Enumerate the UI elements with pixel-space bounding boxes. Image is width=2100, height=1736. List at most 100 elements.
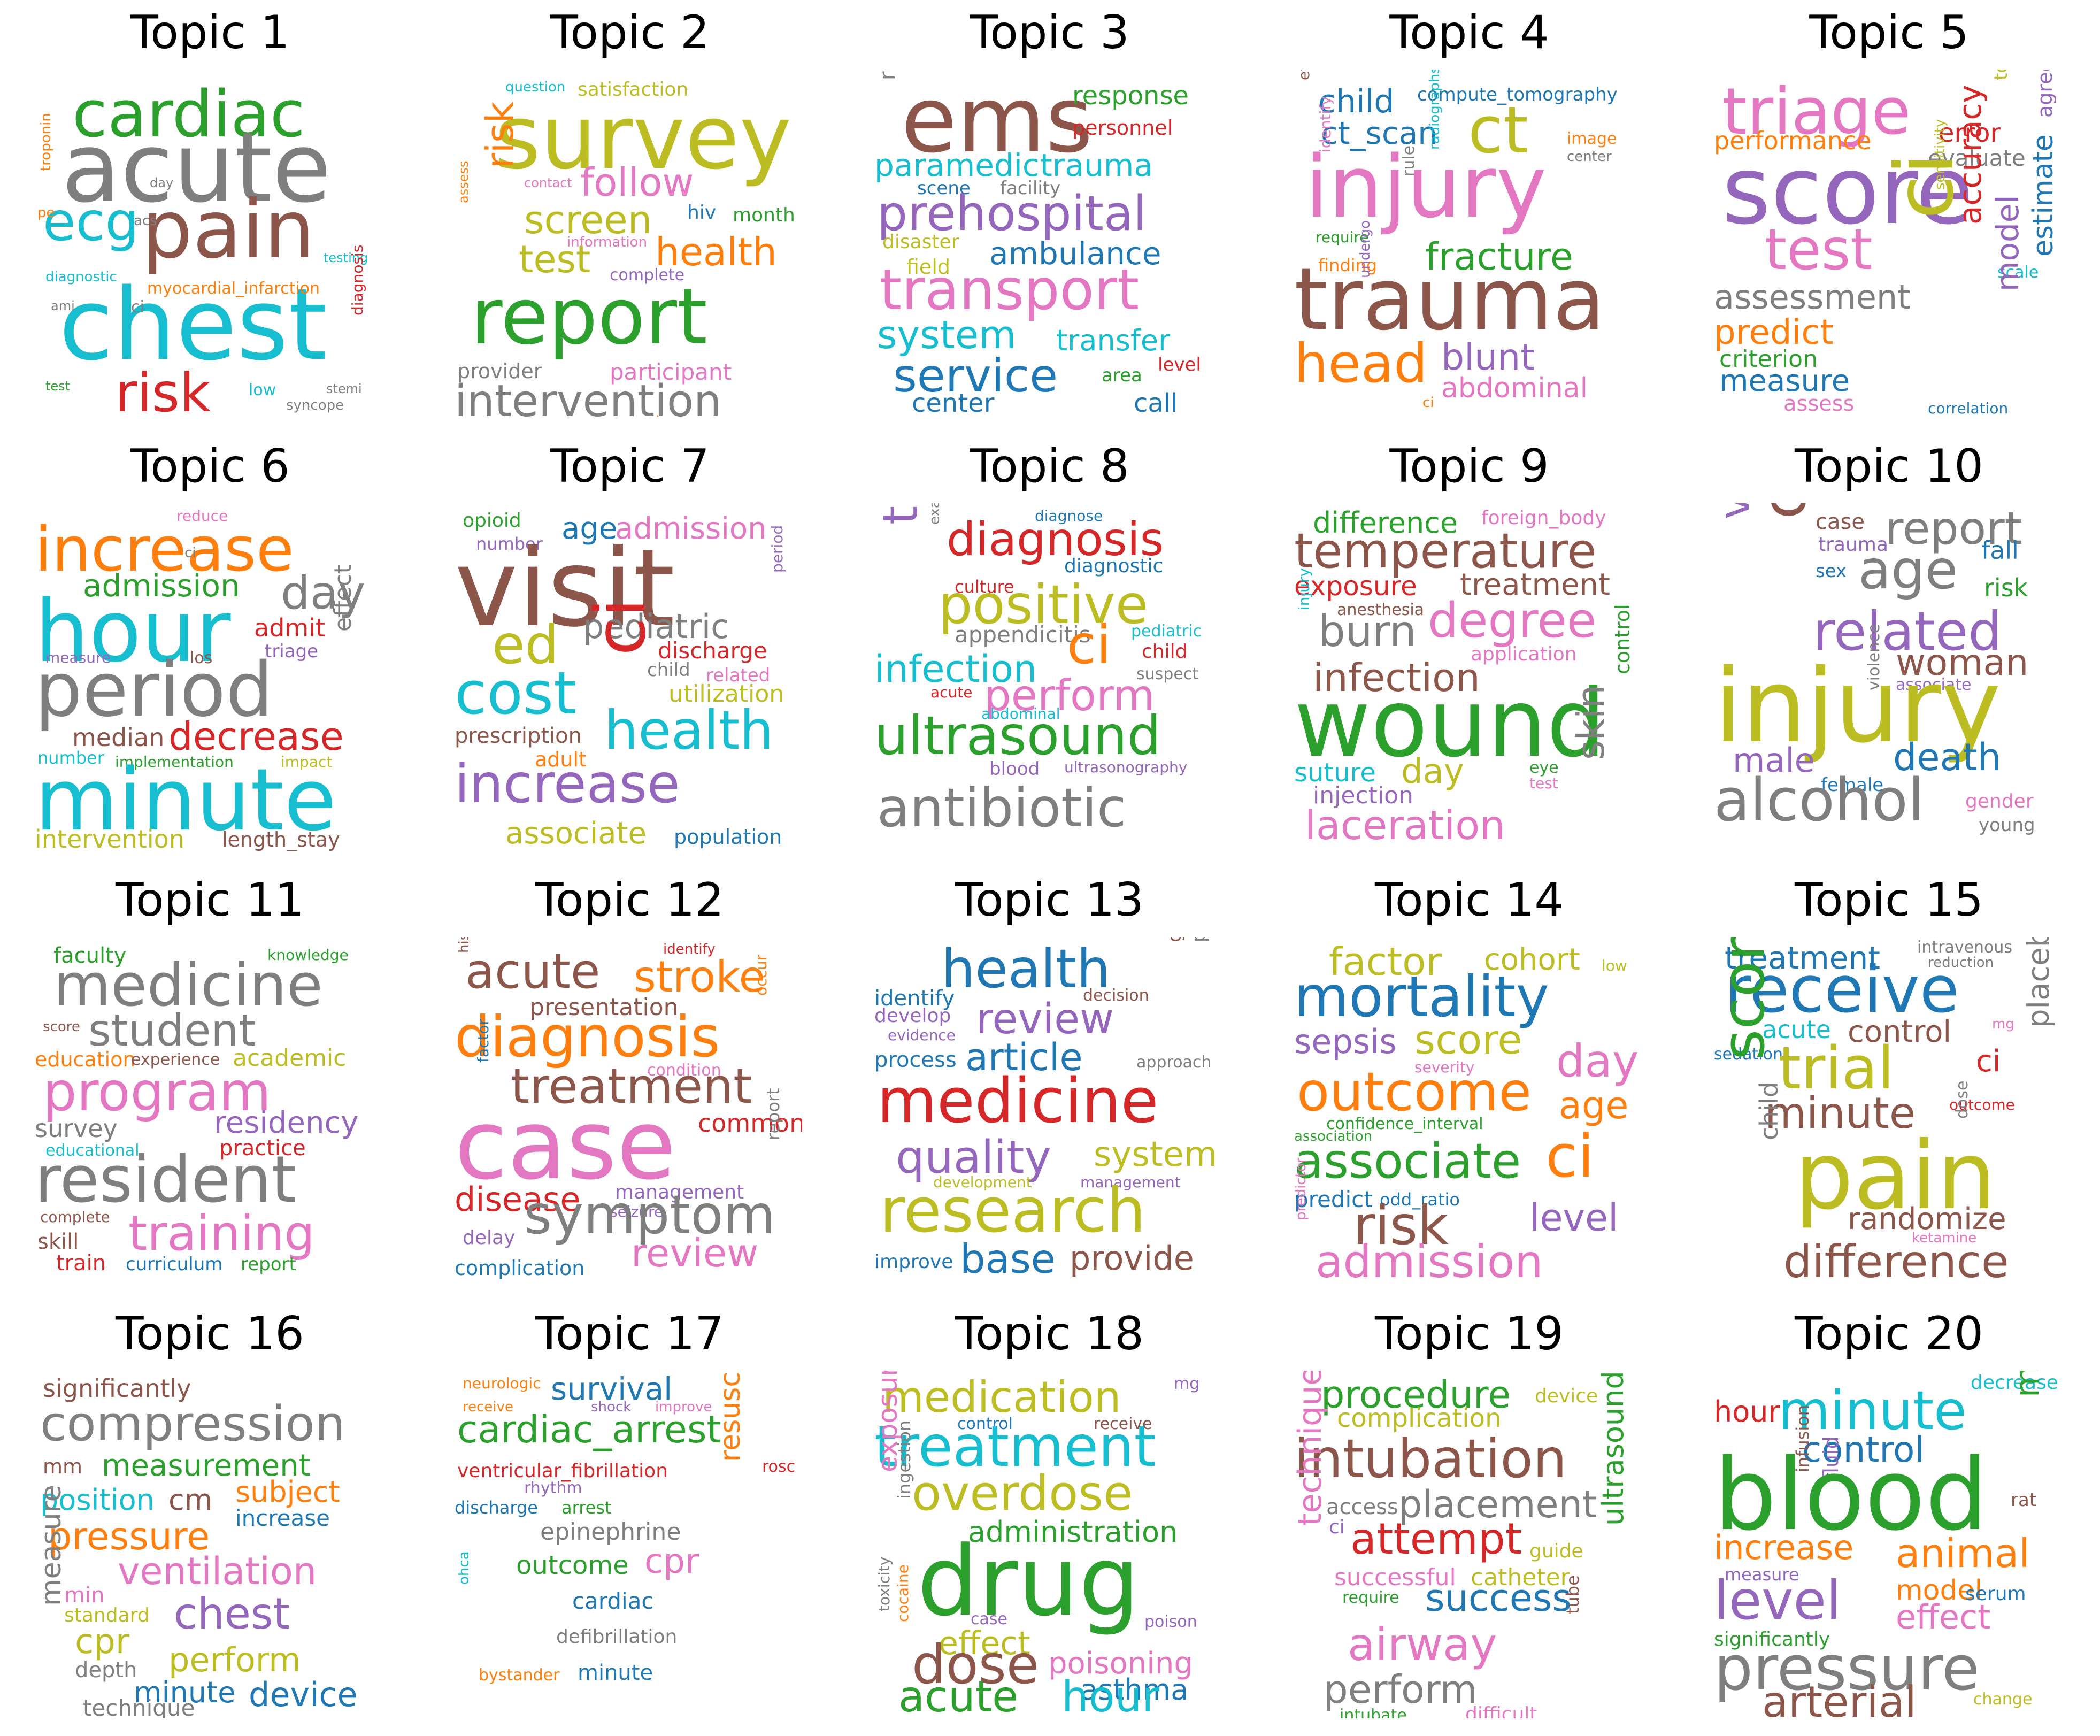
cloud-word: treatment	[1460, 567, 1610, 602]
cloud-word: ami	[51, 298, 75, 313]
topic-title: Topic 15	[1794, 873, 1984, 927]
topic-panel-13: Topic 13healthguidelinepracticeidentifyd…	[840, 867, 1259, 1301]
cloud-word: health	[655, 229, 777, 274]
cloud-word: associate	[505, 816, 647, 851]
cloud-word: suspect	[1136, 665, 1199, 683]
cloud-word: asthma	[1080, 1673, 1189, 1707]
cloud-word: ultrasound	[874, 704, 1161, 767]
cloud-word: discharge	[455, 1497, 538, 1518]
cloud-word: drug	[917, 1526, 1140, 1638]
cloud-word: dose	[912, 1633, 1040, 1696]
cloud-word: risk	[115, 362, 211, 418]
cloud-word: positive	[939, 573, 1149, 636]
topic-title: Topic 14	[1374, 873, 1564, 927]
cloud-word: adult	[535, 748, 587, 771]
cloud-word: control	[1802, 1429, 1925, 1470]
cloud-word: center	[912, 388, 995, 417]
cloud-word: facility	[1000, 178, 1061, 199]
cloud-word: residency	[214, 1105, 359, 1140]
cloud-word: difficult	[1465, 1703, 1537, 1719]
cloud-word: management	[615, 1181, 744, 1203]
cloud-word: ventilation	[118, 1549, 317, 1593]
cloud-word: assess	[1783, 391, 1855, 416]
cloud-word: increase	[235, 1505, 330, 1531]
cloud-word: minute	[35, 750, 337, 850]
word-cloud: faculty knowledge medicine score student educ…	[35, 937, 382, 1285]
cloud-word: ci	[580, 598, 661, 656]
cloud-word: successful	[1334, 1564, 1456, 1591]
cloud-word: poisoning	[1048, 1646, 1193, 1681]
word-cloud: reduce increase ci admission day hour admit tri…	[35, 503, 382, 851]
cloud-word: area	[1102, 365, 1142, 386]
cloud-word: common	[698, 1109, 802, 1138]
cloud-word: test	[45, 379, 71, 394]
cloud-word: cpr	[644, 1542, 699, 1581]
cloud-word: success	[1425, 1576, 1572, 1620]
cloud-word: compute_tomography	[1417, 84, 1618, 105]
cloud-word: confidence_interval	[1326, 1115, 1483, 1133]
cloud-word: performance	[1714, 126, 1872, 155]
cloud-word: fracture	[1425, 235, 1573, 279]
cloud-word: medicine	[53, 951, 323, 1019]
cloud-word: pediatric	[583, 607, 729, 646]
topic-panel-4: Topic 4 evaluation child compute_tomography…	[1259, 0, 1679, 434]
cloud-word: report	[241, 1254, 296, 1275]
cloud-word: test	[874, 503, 929, 525]
cloud-word: difference	[1313, 506, 1458, 540]
cloud-word: length_stay	[222, 828, 340, 851]
cloud-word: scene	[917, 178, 971, 199]
cloud-word: mm	[43, 1455, 83, 1478]
cloud-word: seizure	[610, 1203, 664, 1220]
cloud-word: acute	[930, 683, 973, 701]
cloud-word: ventricular_fibrillation	[457, 1460, 668, 1482]
cloud-word: treatment	[511, 1058, 752, 1115]
cloud-word: injury	[1714, 647, 2001, 765]
cloud-word: report	[471, 272, 707, 362]
word-cloud: historyidentifyacutestrokepresentationoc…	[455, 937, 802, 1285]
cloud-word: score	[1722, 137, 1974, 245]
cloud-word: male	[1733, 741, 1815, 780]
cloud-word: student	[88, 1005, 256, 1056]
cloud-word: admission	[83, 567, 240, 604]
cloud-word: intervention	[455, 376, 722, 418]
cloud-word: pediatric	[1131, 622, 1202, 641]
cloud-word: blood	[1714, 1437, 1988, 1553]
cloud-word: severity	[1414, 1058, 1475, 1076]
cloud-word: pressure	[48, 1515, 210, 1558]
cloud-word: triage	[1722, 75, 1911, 149]
cloud-word: ci	[131, 298, 144, 317]
topic-title: Topic 1	[130, 6, 290, 59]
cloud-word: presentation	[529, 994, 679, 1021]
cloud-word: screen	[524, 197, 652, 242]
cloud-word: day	[281, 566, 366, 620]
cloud-word: perform	[168, 1640, 301, 1679]
cloud-word: disease	[455, 1180, 581, 1219]
cloud-word: training	[128, 1205, 315, 1262]
cloud-word: wound	[1294, 670, 1606, 778]
cloud-word: complete	[610, 266, 685, 285]
cloud-word: laceration	[1305, 802, 1505, 849]
cloud-word: review	[631, 1231, 759, 1276]
cloud-word: finding	[1318, 255, 1378, 275]
cloud-word: health	[941, 938, 1111, 1000]
cloud-word: image	[1567, 129, 1617, 148]
cloud-word: ci	[1976, 1044, 2001, 1079]
cloud-word: sepsis	[1294, 1022, 1397, 1061]
cloud-word: death	[1893, 735, 2002, 779]
cloud-word: female	[1821, 774, 1884, 796]
cloud-word: ultrasonography	[1064, 758, 1188, 776]
cloud-word: prescription	[455, 724, 582, 748]
word-cloud: diagnose testexaminationdiagnosisdiagnost…	[874, 503, 1222, 851]
cloud-word: implementation	[115, 753, 234, 771]
cloud-word: intubation	[1294, 1427, 1567, 1490]
cloud-word: minute	[578, 1661, 653, 1685]
cloud-word: defibrillation	[556, 1626, 678, 1648]
cloud-word: error	[1939, 118, 2001, 148]
cloud-word: question	[505, 79, 566, 95]
cloud-word: infection	[874, 647, 1037, 691]
cloud-word: pain	[1794, 1122, 1996, 1231]
cloud-word: day	[1401, 752, 1464, 792]
cloud-word: airway	[1348, 1618, 1497, 1671]
cloud-word: neurologic	[463, 1374, 541, 1392]
